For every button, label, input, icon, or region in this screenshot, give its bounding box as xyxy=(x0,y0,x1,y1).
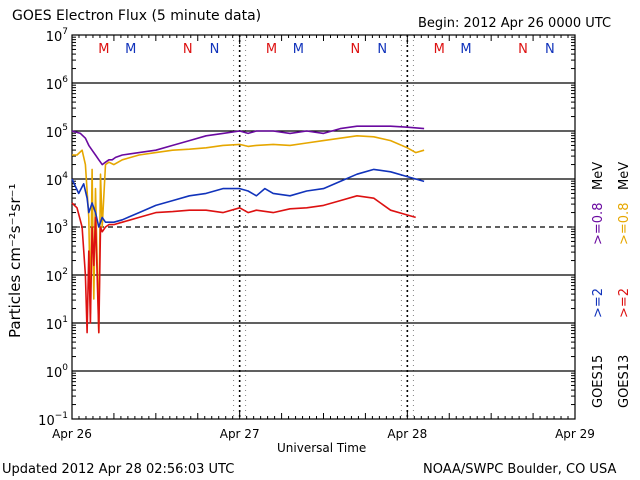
x-tick-label: Apr 27 xyxy=(220,427,260,441)
chart-title: GOES Electron Flux (5 minute data) xyxy=(12,8,262,24)
legend-g13-ge2: >=2 xyxy=(617,288,632,318)
y-tick-label: 103 xyxy=(46,219,68,237)
marker-n: N xyxy=(545,42,555,57)
y-tick-label: 101 xyxy=(46,315,68,333)
x-axis-label: Universal Time xyxy=(277,441,367,455)
x-tick-label: Apr 29 xyxy=(555,427,595,441)
legend-g15-ge2: >=2 xyxy=(591,288,606,318)
marker-n: N xyxy=(377,42,387,57)
x-tick-label: Apr 28 xyxy=(387,427,427,441)
legend-unit-goes13: MeV xyxy=(617,162,632,190)
y-tick-label: 107 xyxy=(46,27,68,45)
credit-label: NOAA/SWPC Boulder, CO USA xyxy=(423,462,617,477)
marker-m: M xyxy=(460,42,471,57)
x-tick-label: Apr 26 xyxy=(52,427,92,441)
marker-n: N xyxy=(210,42,220,57)
series-line xyxy=(71,168,425,228)
marker-m: M xyxy=(125,42,136,57)
y-tick-label: 106 xyxy=(46,75,69,93)
marker-n: N xyxy=(350,42,360,57)
marker-m: M xyxy=(266,42,277,57)
legend-goes13: GOES13 xyxy=(617,355,632,408)
marker-m: M xyxy=(434,42,445,57)
series-line xyxy=(71,195,416,334)
legend-g15-ge08: >=0.8 xyxy=(591,203,606,245)
y-tick-label: 100 xyxy=(46,363,69,381)
marker-n: N xyxy=(183,42,193,57)
y-tick-label: 10−1 xyxy=(38,411,68,429)
series-line xyxy=(71,125,425,166)
y-tick-label: 105 xyxy=(46,123,68,141)
marker-n: N xyxy=(518,42,528,57)
legend-unit-goes15: MeV xyxy=(591,162,606,190)
legend-goes15: GOES15 xyxy=(591,355,606,408)
y-axis-label: Particles cm⁻²s⁻¹sr⁻¹ xyxy=(6,183,24,338)
marker-m: M xyxy=(293,42,304,57)
y-tick-label: 104 xyxy=(46,171,69,189)
series-line xyxy=(72,135,425,334)
marker-m: M xyxy=(98,42,109,57)
y-tick-label: 102 xyxy=(46,267,68,285)
legend-g13-ge08: >=0.8 xyxy=(617,203,632,245)
begin-time-label: Begin: 2012 Apr 26 0000 UTC xyxy=(418,16,612,31)
updated-timestamp: Updated 2012 Apr 28 02:56:03 UTC xyxy=(2,462,235,477)
